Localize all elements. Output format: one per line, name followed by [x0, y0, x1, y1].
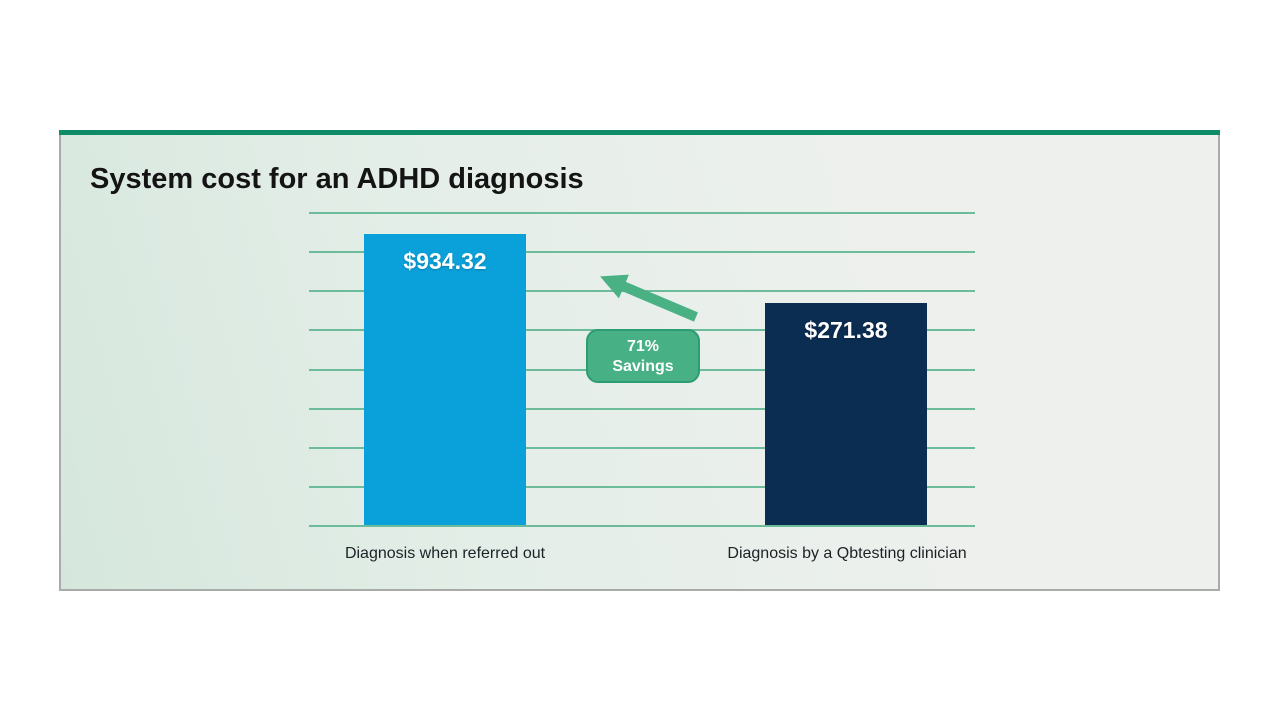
chart-card: System cost for an ADHD diagnosis $934.3…: [59, 130, 1220, 591]
gridline: [309, 525, 975, 527]
bar-referred-out: $934.32: [364, 234, 526, 525]
savings-badge: 71% Savings: [586, 329, 700, 383]
gridline: [309, 486, 975, 488]
savings-badge-percent: 71%: [626, 338, 660, 355]
chart-title: System cost for an ADHD diagnosis: [90, 163, 584, 196]
savings-badge-text: Savings: [612, 358, 674, 375]
bar-value-label-referred-out: $934.32: [403, 248, 487, 274]
gridline: [309, 408, 975, 410]
bar-category-label-qbtesting: Diagnosis by a Qbtesting clinician: [727, 545, 967, 562]
bar-qbtesting: $271.38: [765, 303, 927, 525]
gridline: [309, 212, 975, 214]
savings-arrow-icon: [600, 274, 698, 322]
gridline: [309, 447, 975, 449]
gridline: [309, 251, 975, 253]
card-accent-bar: [59, 130, 1220, 135]
bar-value-label-qbtesting: $271.38: [804, 317, 888, 343]
bar-category-label-referred-out: Diagnosis when referred out: [344, 545, 546, 562]
